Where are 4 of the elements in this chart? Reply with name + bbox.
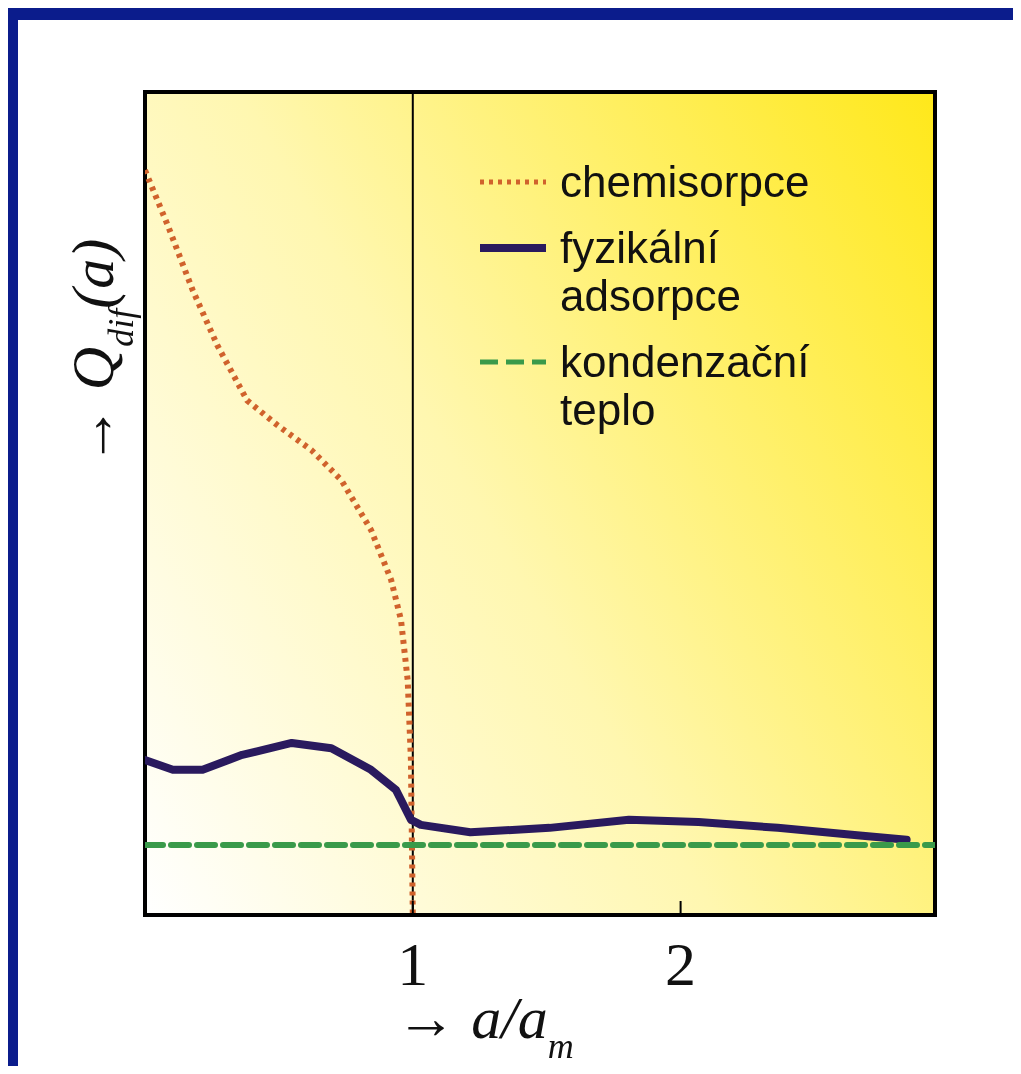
- legend-label: kondenzační teplo: [560, 337, 811, 434]
- legend-label: chemisorpce: [560, 157, 811, 206]
- x-tick-label: 2: [665, 930, 697, 999]
- legend-label: fyzikální adsorpce: [560, 223, 742, 320]
